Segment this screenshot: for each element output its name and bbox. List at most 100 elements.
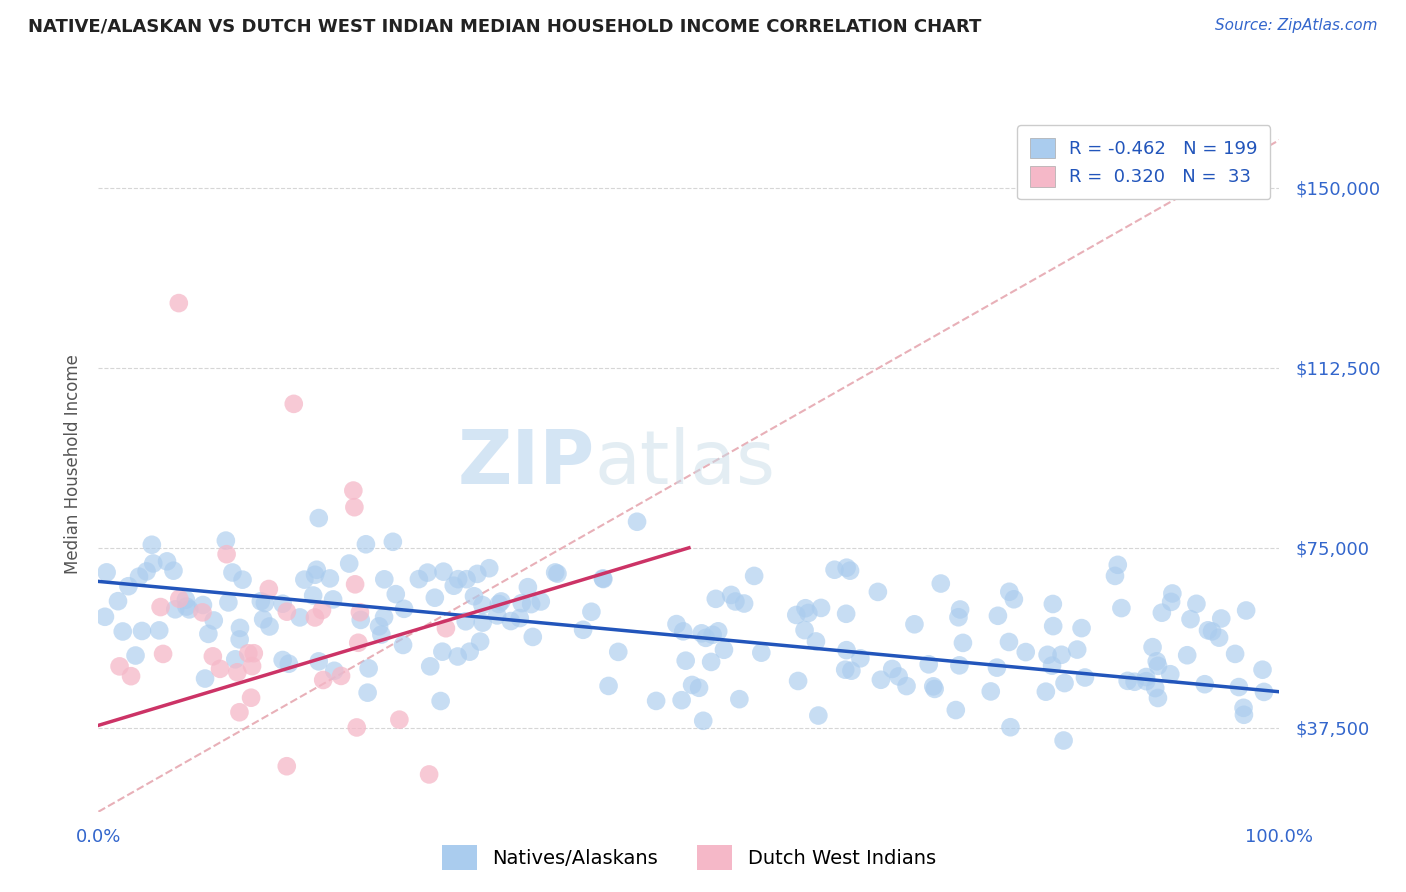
Point — [645, 694, 668, 708]
Point — [292, 573, 315, 587]
Point — [342, 483, 364, 498]
Point — [1208, 631, 1230, 645]
Point — [330, 669, 353, 683]
Point — [702, 628, 724, 642]
Point — [1074, 671, 1097, 685]
Point — [713, 642, 735, 657]
Point — [572, 623, 595, 637]
Point — [949, 602, 972, 616]
Point — [337, 557, 360, 571]
Point — [720, 588, 742, 602]
Point — [1070, 621, 1092, 635]
Point — [308, 511, 330, 525]
Point — [176, 599, 198, 614]
Point — [257, 582, 280, 596]
Point — [807, 708, 830, 723]
Point — [700, 655, 723, 669]
Text: Source: ZipAtlas.com: Source: ZipAtlas.com — [1215, 18, 1378, 33]
Point — [1050, 648, 1073, 662]
Point — [733, 597, 755, 611]
Point — [1107, 558, 1129, 572]
Point — [887, 669, 910, 683]
Point — [201, 649, 224, 664]
Point — [456, 572, 478, 586]
Point — [581, 605, 603, 619]
Point — [742, 569, 765, 583]
Text: NATIVE/ALASKAN VS DUTCH WEST INDIAN MEDIAN HOUSEHOLD INCOME CORRELATION CHART: NATIVE/ALASKAN VS DUTCH WEST INDIAN MEDI… — [28, 18, 981, 36]
Point — [598, 679, 620, 693]
Point — [1194, 677, 1216, 691]
Point — [922, 679, 945, 693]
Point — [1197, 624, 1219, 638]
Point — [866, 585, 889, 599]
Point — [665, 617, 688, 632]
Point — [447, 649, 470, 664]
Point — [707, 624, 730, 639]
Point — [229, 621, 252, 635]
Point — [1142, 640, 1164, 655]
Point — [323, 664, 346, 678]
Text: atlas: atlas — [595, 427, 776, 500]
Point — [794, 601, 817, 615]
Point — [232, 573, 254, 587]
Point — [1161, 586, 1184, 600]
Point — [478, 561, 501, 575]
Point — [346, 721, 368, 735]
Point — [443, 579, 465, 593]
Point — [1123, 674, 1146, 689]
Point — [162, 564, 184, 578]
Point — [1146, 654, 1168, 668]
Point — [1116, 673, 1139, 688]
Point — [271, 653, 294, 667]
Point — [948, 610, 970, 624]
Point — [107, 594, 129, 608]
Point — [1066, 642, 1088, 657]
Point — [228, 632, 250, 647]
Point — [688, 681, 710, 695]
Point — [432, 565, 454, 579]
Point — [148, 624, 170, 638]
Point — [388, 713, 411, 727]
Point — [471, 615, 494, 630]
Point — [1052, 733, 1074, 747]
Point — [918, 657, 941, 672]
Point — [841, 664, 863, 678]
Point — [903, 617, 925, 632]
Point — [986, 660, 1008, 674]
Point — [357, 661, 380, 675]
Point — [370, 627, 392, 641]
Point — [344, 577, 367, 591]
Point — [1000, 720, 1022, 734]
Point — [1144, 681, 1167, 695]
Point — [607, 645, 630, 659]
Point — [111, 624, 134, 639]
Point — [1227, 680, 1250, 694]
Point — [117, 579, 139, 593]
Point — [1234, 603, 1257, 617]
Point — [1135, 674, 1157, 689]
Point — [592, 572, 614, 586]
Point — [839, 564, 862, 578]
Point — [948, 658, 970, 673]
Point — [197, 627, 219, 641]
Point — [1201, 624, 1223, 639]
Point — [191, 606, 214, 620]
Point — [454, 615, 477, 629]
Point — [416, 566, 439, 580]
Point — [458, 645, 481, 659]
Point — [835, 643, 858, 657]
Point — [343, 500, 366, 515]
Point — [486, 608, 509, 623]
Point — [1150, 606, 1173, 620]
Point — [1104, 569, 1126, 583]
Point — [349, 605, 371, 619]
Point — [728, 692, 751, 706]
Point — [319, 571, 342, 585]
Point — [194, 672, 217, 686]
Point — [1036, 648, 1059, 662]
Point — [690, 626, 713, 640]
Point — [350, 613, 373, 627]
Point — [354, 537, 377, 551]
Point — [283, 397, 305, 411]
Point — [1211, 611, 1233, 625]
